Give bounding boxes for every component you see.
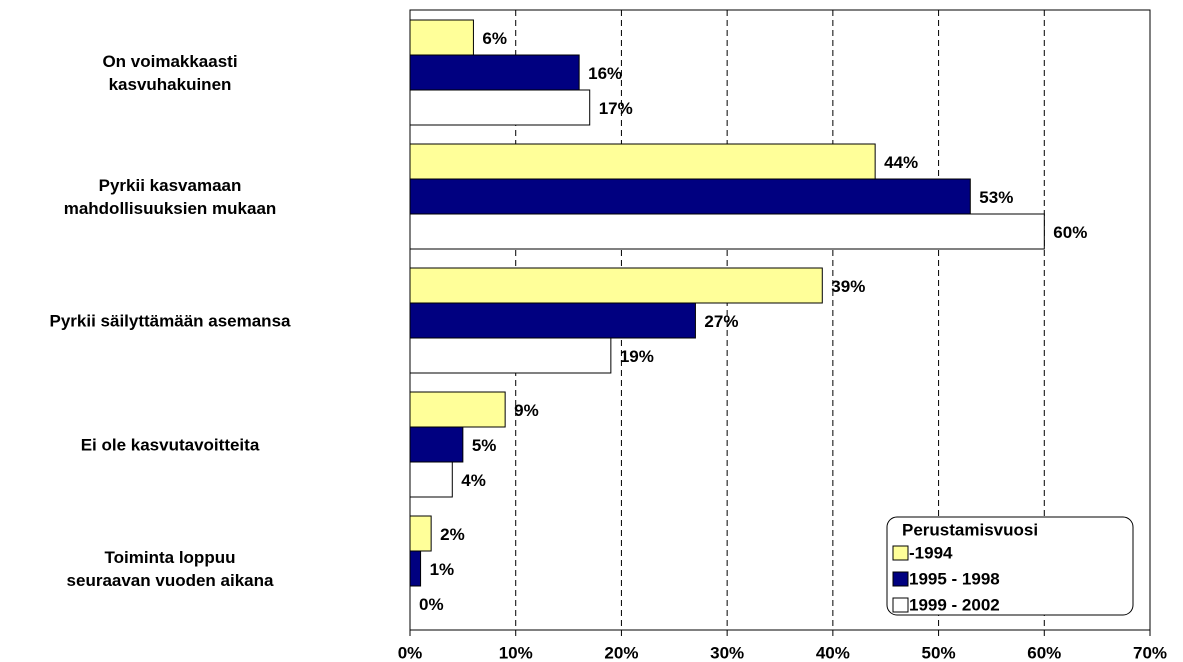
value-label: 0% [419, 595, 444, 614]
value-label: 5% [472, 436, 497, 455]
x-tick-label: 20% [604, 643, 638, 662]
x-tick-label: 60% [1027, 643, 1061, 662]
bar [409, 302, 696, 339]
x-tick-label: 10% [499, 643, 533, 662]
legend-swatch [892, 597, 909, 613]
value-label: 17% [599, 99, 633, 118]
legend-title: Perustamisvuosi [902, 520, 1038, 539]
bar [409, 337, 612, 374]
legend-box [886, 516, 1134, 616]
bar [409, 54, 580, 91]
x-tick-label: 40% [816, 643, 850, 662]
y-tick-label: Toiminta loppuu seuraavan vuoden aikana [66, 547, 274, 590]
bar [409, 391, 506, 428]
bar [409, 426, 464, 463]
bar [409, 143, 876, 180]
bar [409, 515, 432, 552]
x-tick-label: 50% [922, 643, 956, 662]
bar [409, 550, 422, 587]
x-tick-label: 70% [1133, 643, 1167, 662]
x-tick-label: 30% [710, 643, 744, 662]
bar [409, 461, 453, 498]
value-label: 4% [461, 471, 486, 490]
x-tick-label: 0% [398, 643, 423, 662]
y-tick-label: Ei ole kasvutavoitteita [80, 435, 260, 454]
value-label: 39% [831, 277, 865, 296]
value-label: 1% [430, 560, 455, 579]
value-label: 2% [440, 525, 465, 544]
bar [409, 213, 1045, 250]
bar [409, 178, 971, 215]
value-label: 16% [588, 64, 622, 83]
legend-swatch [892, 545, 909, 561]
value-label: 44% [884, 153, 918, 172]
legend-label: -1994 [909, 543, 953, 562]
bar [409, 267, 823, 304]
bar [409, 19, 474, 56]
legend-label: 1995 - 1998 [909, 569, 1000, 588]
value-label: 53% [979, 188, 1013, 207]
value-label: 6% [482, 29, 507, 48]
value-label: 27% [704, 312, 738, 331]
value-label: 19% [620, 347, 654, 366]
y-tick-label: Pyrkii kasvamaan mahdollisuuksien mukaan [63, 175, 277, 218]
value-label: 60% [1053, 223, 1087, 242]
legend-swatch [892, 571, 909, 587]
bar [409, 89, 591, 126]
legend-label: 1999 - 2002 [909, 595, 1000, 614]
y-tick-label: On voimakkaasti kasvuhakuinen [102, 51, 238, 94]
y-tick-label: Pyrkii säilyttämään asemansa [49, 311, 291, 330]
value-label: 9% [514, 401, 539, 420]
